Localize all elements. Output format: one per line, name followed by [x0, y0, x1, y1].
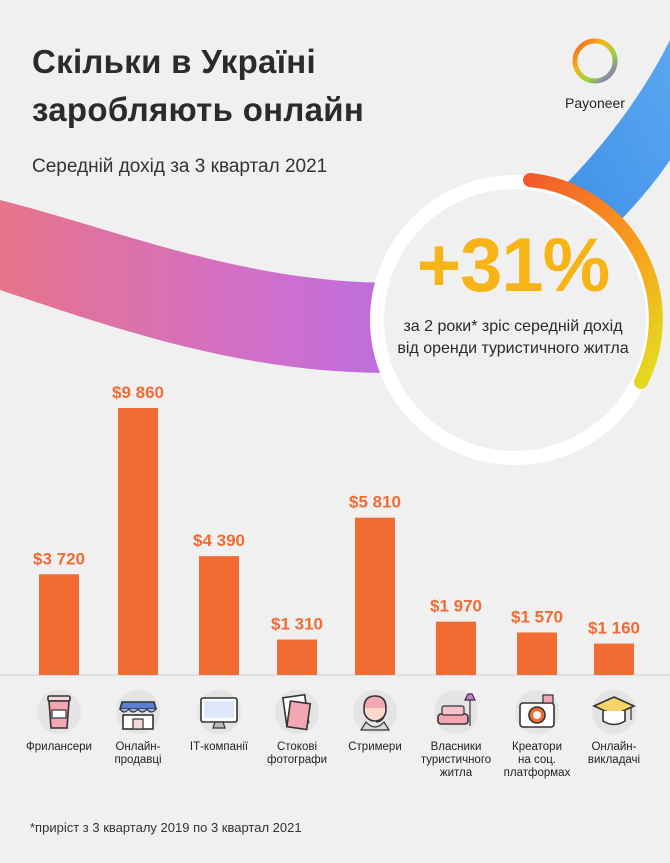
headset-person-icon	[353, 690, 397, 734]
category-label-6-1: на соц.	[518, 754, 556, 766]
camera-icon	[515, 690, 559, 734]
category-label-0-0: Фрилансери	[26, 741, 92, 753]
bar-7	[594, 643, 634, 675]
category-label-7-0: Онлайн-	[591, 741, 636, 753]
footnote: *приріст з 3 кварталу 2019 по 3 квартал …	[30, 820, 302, 835]
page-subtitle: Середній дохід за 3 квартал 2021	[32, 156, 328, 177]
page-title: Скільки в Україні заробляють онлайн	[32, 38, 364, 134]
category-label-3-0: Стокові	[277, 741, 317, 753]
bar-0	[39, 574, 79, 675]
photo-frames-icon	[275, 690, 319, 734]
bar-value-label-1: $9 860	[112, 383, 164, 402]
bar-value-label-3: $1 310	[271, 615, 323, 634]
bar-5	[436, 621, 476, 675]
category-label-6-2: платформах	[504, 767, 571, 779]
category-label-5-2: житла	[440, 767, 473, 779]
highlight-description: за 2 роки* зріс середній дохід від оренд…	[397, 318, 629, 357]
bar-4	[355, 517, 395, 675]
category-label-7-1: викладачі	[588, 754, 640, 766]
storefront-icon	[116, 690, 160, 734]
blue-band-shape	[560, 40, 670, 236]
bar-value-label-0: $3 720	[33, 549, 85, 568]
title-line-2: заробляють онлайн	[32, 91, 365, 128]
bar-value-label-7: $1 160	[588, 619, 640, 638]
monitor-icon	[197, 690, 241, 734]
highlight-value: +31%	[416, 223, 611, 308]
pink-band-shape	[0, 200, 420, 373]
category-label-2-0: ІТ-компанії	[190, 741, 249, 753]
sofa-lamp-icon	[434, 690, 478, 734]
payoneer-logo: Payoneer	[560, 36, 630, 111]
bar-6	[517, 632, 557, 675]
category-label-4-0: Стримери	[348, 741, 402, 753]
bar-1	[118, 408, 158, 675]
payoneer-ring-icon	[572, 38, 618, 84]
coffee-cup-icon	[37, 690, 81, 734]
bar-2	[199, 556, 239, 675]
category-label-6-0: Креатори	[512, 741, 562, 753]
bar-value-label-5: $1 970	[430, 597, 482, 616]
graduation-cap-icon	[592, 690, 636, 734]
bar-3	[277, 639, 317, 675]
category-label-5-0: Власники	[431, 741, 482, 753]
category-label-1-1: продавці	[114, 754, 161, 766]
category-label-5-1: туристичного	[421, 754, 491, 766]
title-line-1: Скільки в Україні	[32, 43, 316, 80]
bar-value-label-4: $5 810	[349, 493, 401, 512]
payoneer-wordmark: Payoneer	[565, 95, 625, 111]
bar-value-label-2: $4 390	[193, 531, 245, 550]
highlight-ring-accent	[523, 173, 663, 389]
category-label-3-1: фотографи	[267, 754, 327, 766]
bar-value-label-6: $1 570	[511, 607, 563, 626]
category-label-1-0: Онлайн-	[115, 741, 160, 753]
